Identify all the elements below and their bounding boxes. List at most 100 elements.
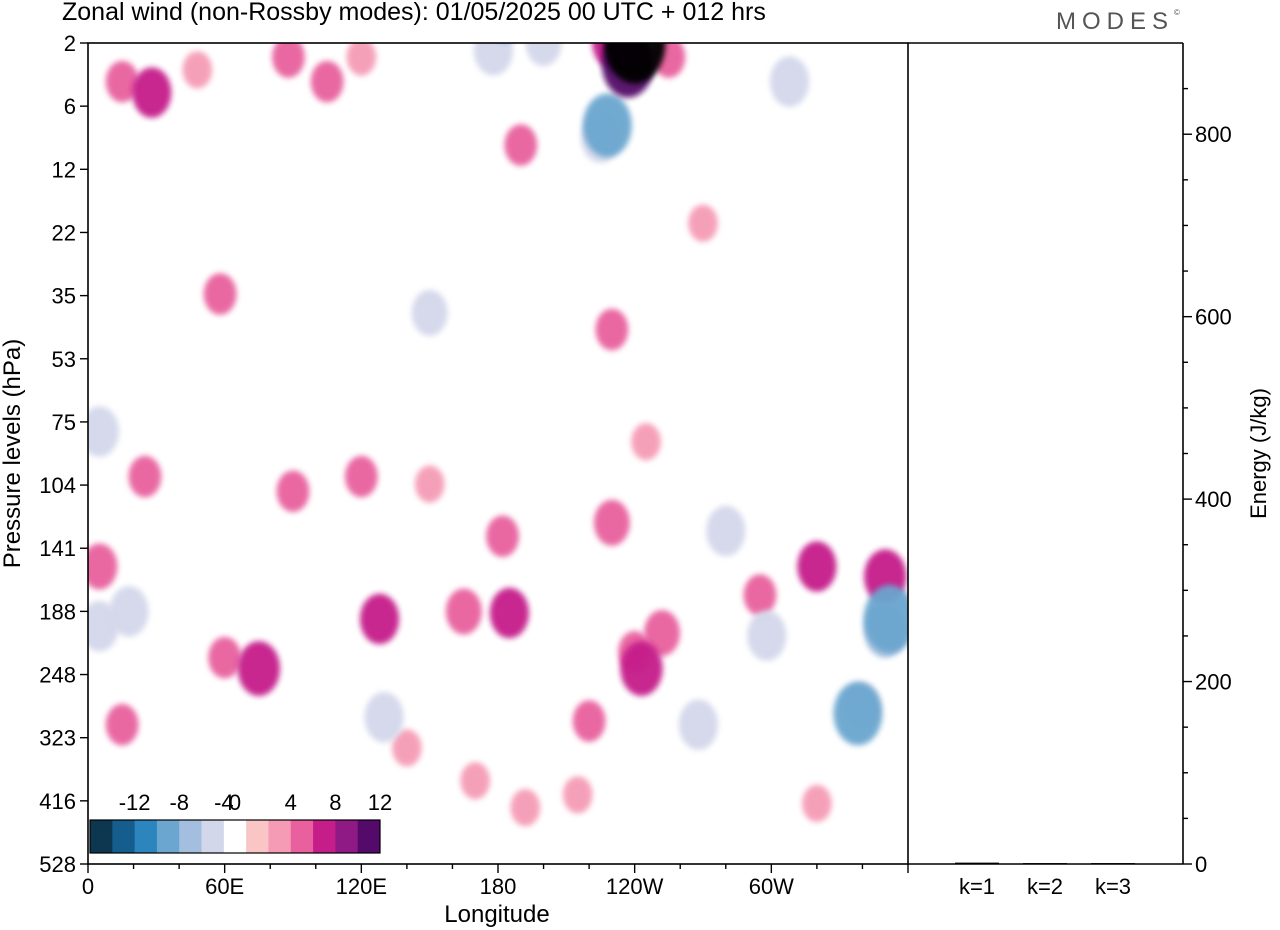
wind-contour: [414, 73, 445, 112]
wind-contour: [203, 273, 237, 315]
wind-contour: [411, 289, 448, 336]
wind-contour: [743, 574, 777, 616]
wind-contour: [364, 692, 404, 743]
y-tick-label: 528: [39, 852, 76, 877]
wind-contour: [510, 789, 541, 827]
wind-contour: [208, 636, 242, 679]
wind-contour: [603, 43, 666, 84]
wind-contour: [847, 811, 878, 849]
energy-category-label: k=3: [1095, 874, 1131, 899]
y-tick-label: 2: [64, 31, 76, 56]
energy-tick-label: 200: [1195, 670, 1232, 695]
brand-logo: MODES©: [1056, 8, 1180, 36]
colorbar-tick-label: -8: [169, 790, 189, 815]
wind-contour: [790, 412, 821, 451]
colorbar-tick-label: 0: [229, 790, 241, 815]
colorbar-swatch: [290, 820, 314, 853]
colorbar-swatch: [246, 820, 269, 853]
wind-contour: [480, 0, 529, 42]
x-tick-label: 120W: [606, 874, 664, 899]
energy-tick-label: 800: [1195, 122, 1232, 147]
wind-contour: [556, 281, 586, 320]
wind-contour: [678, 699, 719, 750]
y-tick-label: 188: [39, 599, 76, 624]
colorbar-swatch: [335, 820, 359, 853]
wind-contour: [572, 700, 606, 742]
brand-text: MODES: [1056, 8, 1175, 35]
wind-contour: [109, 586, 149, 637]
wind-contour: [833, 681, 883, 746]
colorbar-frame: [89, 819, 381, 854]
wind-contour: [582, 93, 632, 158]
wind-contour: [460, 762, 491, 800]
wind-contour: [732, 463, 765, 505]
chart-title: Zonal wind (non-Rossby modes): 01/05/202…: [62, 0, 766, 26]
x-tick-label: 60W: [749, 874, 794, 899]
y-tick-label: 6: [64, 94, 76, 119]
y-tick-label: 248: [39, 663, 76, 688]
energy-bars: k=1 k=2 k=3: [955, 862, 1135, 899]
brand-mark: ©: [1174, 8, 1180, 17]
colorbar-swatch: [357, 820, 381, 853]
energy-axes: 0 200 400 600 800 Energy (J/kg): [908, 42, 1271, 877]
wind-contour: [88, 543, 118, 590]
x-tick-label: 0: [82, 874, 94, 899]
x-axis-label: Longitude: [444, 901, 549, 928]
colorbar-swatch: [134, 820, 158, 853]
wind-contour: [486, 515, 519, 558]
wind-contour: [562, 776, 593, 814]
wind-contour: [593, 499, 630, 546]
wind-contour: [88, 600, 119, 652]
colorbar-swatch: [156, 820, 180, 853]
x-tick-label: 180: [480, 874, 517, 899]
colorbar-swatch: [112, 820, 136, 853]
wind-contour: [310, 60, 344, 103]
energy-category-label: k=2: [1027, 874, 1063, 899]
wind-contour: [346, 43, 377, 76]
y-tick-label: 416: [39, 789, 76, 814]
wind-contour: [380, 305, 411, 343]
colorbar: -12 -8 -40 4 8 12: [88, 778, 392, 857]
wind-contour: [237, 641, 281, 696]
x-tick-label: 60E: [205, 874, 244, 899]
energy-category-label: k=1: [959, 874, 995, 899]
colorbar-tick-label: -4: [214, 790, 234, 815]
wind-contour: [359, 593, 400, 645]
wind-contour: [769, 56, 810, 107]
energy-tick-label: 400: [1195, 487, 1232, 512]
wind-contour: [105, 60, 139, 103]
wind-contour: [525, 43, 562, 66]
wind-contour: [392, 729, 422, 767]
colorbar-tick-label: 12: [368, 790, 392, 815]
x-tick-label: 120E: [336, 874, 387, 899]
y-tick-label: 141: [39, 536, 76, 561]
colorbar-swatch: [223, 820, 247, 853]
energy-axis-label: Energy (J/kg): [1246, 388, 1271, 519]
wind-contour: [745, 370, 775, 408]
y-tick-label: 323: [39, 726, 76, 751]
colorbar-tick-label: 8: [329, 790, 341, 815]
y-tick-label: 12: [52, 157, 76, 182]
wind-field: [88, 0, 908, 849]
wind-contour: [504, 124, 538, 166]
wind-contour: [128, 455, 162, 498]
wind-contour: [132, 67, 172, 118]
colorbar-swatch: [179, 820, 203, 853]
wind-contour: [105, 703, 139, 746]
wind-contour: [445, 588, 482, 635]
wind-contour: [802, 784, 832, 823]
wind-contour: [88, 406, 119, 457]
wind-contour: [631, 423, 661, 461]
wind-contour: [182, 51, 213, 89]
wind-contour: [747, 610, 787, 661]
wind-contour: [276, 470, 310, 513]
y-tick-label: 35: [52, 284, 76, 309]
colorbar-tick-label: 4: [285, 790, 297, 815]
wind-contour: [644, 610, 680, 657]
wind-contour: [272, 43, 305, 78]
wind-contour: [863, 585, 908, 653]
wind-contour: [344, 455, 378, 498]
